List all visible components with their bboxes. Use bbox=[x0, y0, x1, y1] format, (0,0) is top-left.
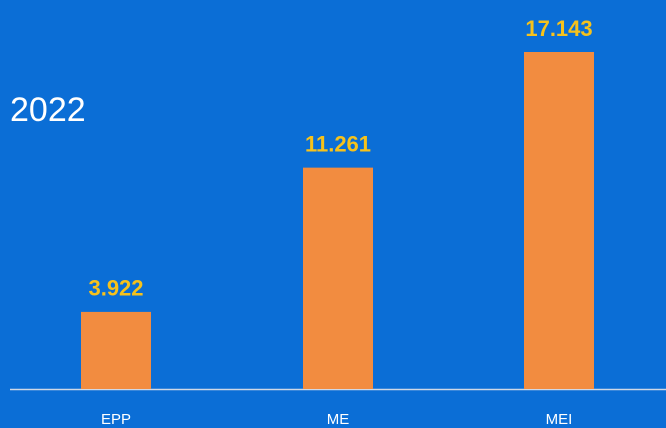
data-label: 11.261 bbox=[305, 131, 371, 156]
bar bbox=[524, 52, 594, 389]
data-label: 3.922 bbox=[88, 276, 143, 301]
x-tick-label: ME bbox=[327, 411, 350, 428]
bar bbox=[81, 311, 151, 389]
x-tick-label: EPP bbox=[101, 411, 131, 428]
bar bbox=[303, 167, 373, 389]
x-tick-label: MEI bbox=[546, 411, 573, 428]
data-label: 17.143 bbox=[525, 16, 592, 41]
chart-title: 2022 bbox=[10, 91, 86, 129]
